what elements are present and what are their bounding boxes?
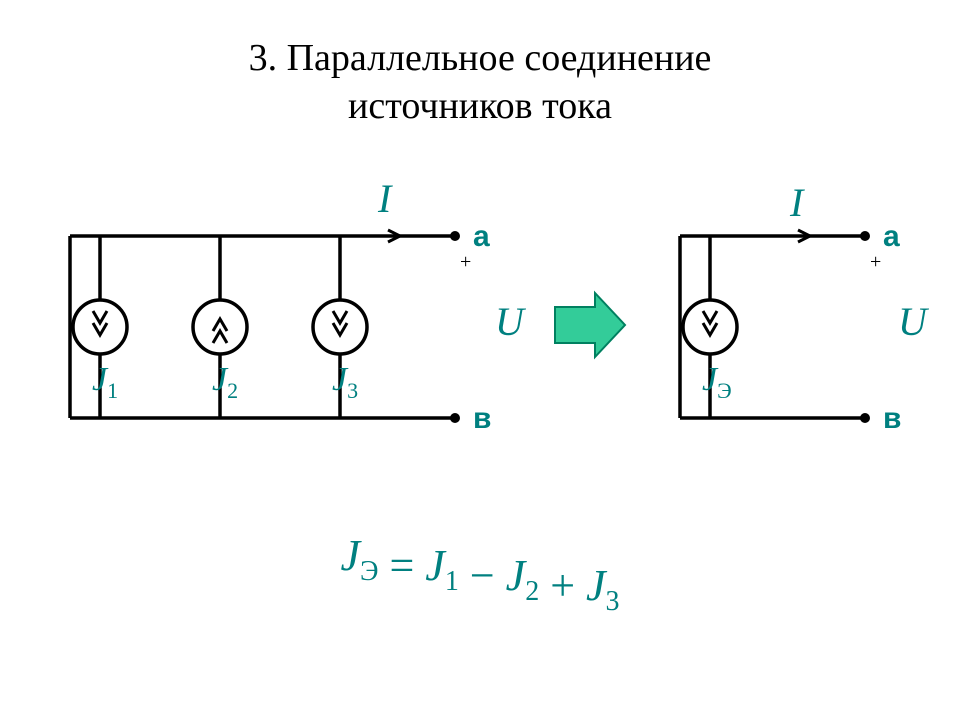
- source-label: J2: [212, 361, 238, 403]
- i-label: I: [377, 176, 393, 221]
- polarity-plus: +: [460, 251, 471, 273]
- source-label: J3: [332, 361, 358, 403]
- current-arrowhead: [703, 311, 717, 323]
- equivalence-arrow: [555, 293, 625, 357]
- current-arrowhead: [213, 331, 227, 343]
- node-label: в: [883, 402, 901, 435]
- node-label: а: [883, 220, 900, 253]
- title-line-2: источников тока: [348, 85, 612, 127]
- equation: JЭ = J1 − J2 + J3: [340, 531, 619, 617]
- u-label: U: [495, 299, 527, 344]
- title-line-1: 3. Параллельное соединение: [249, 37, 712, 79]
- node-dot: [450, 413, 460, 423]
- node-label: в: [473, 402, 491, 435]
- source-label: JЭ: [702, 361, 732, 403]
- node-dot: [450, 231, 460, 241]
- current-source: [73, 300, 127, 354]
- node-label: а: [473, 220, 490, 253]
- node-dot: [860, 231, 870, 241]
- node-dot: [860, 413, 870, 423]
- current-arrowhead: [333, 311, 347, 323]
- polarity-plus: +: [870, 251, 881, 273]
- i-label: I: [789, 180, 805, 225]
- current-arrowhead: [93, 311, 107, 323]
- current-source: [313, 300, 367, 354]
- current-source: [193, 300, 247, 354]
- u-label: U: [898, 299, 930, 344]
- source-label: J1: [92, 361, 118, 403]
- current-source: [683, 300, 737, 354]
